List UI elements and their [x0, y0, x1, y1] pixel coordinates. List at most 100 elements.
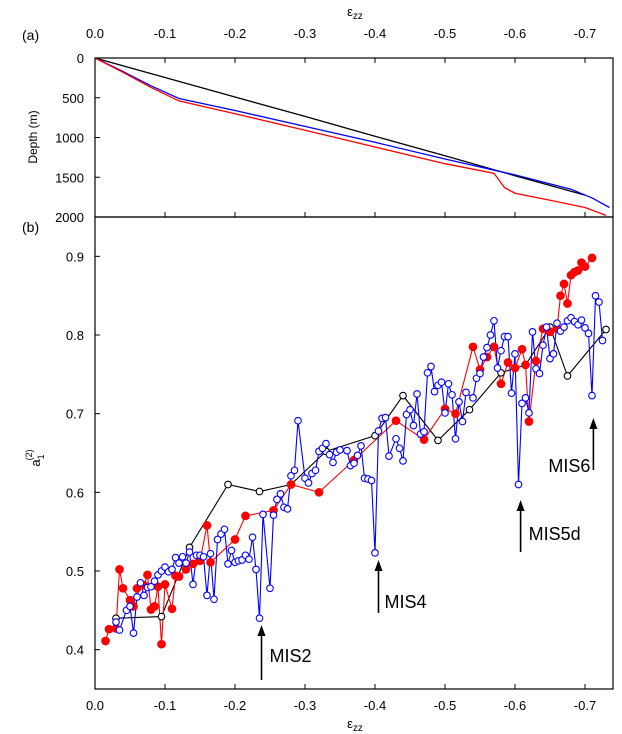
data-point	[458, 417, 467, 426]
top-x-tick-label: -0.4	[364, 26, 386, 41]
data-point	[311, 466, 320, 475]
data-point	[174, 572, 184, 581]
data-point	[441, 409, 449, 417]
data-point	[206, 549, 215, 558]
data-point	[343, 446, 351, 455]
data-point	[560, 323, 568, 331]
data-point	[255, 614, 264, 623]
data-point	[371, 549, 379, 557]
depth-series-line-2	[94, 57, 607, 217]
data-point	[287, 471, 295, 480]
data-point	[118, 583, 128, 593]
data-point	[290, 466, 299, 475]
data-point	[322, 439, 330, 448]
data-point	[531, 356, 541, 366]
fabric-y-tick-label: 0.4	[66, 643, 84, 658]
bottom-x-tick-label: -0.2	[224, 698, 246, 713]
data-point	[157, 639, 166, 649]
annotation-label: MIS6	[548, 456, 590, 476]
bottom-x-tick-label: -0.4	[364, 698, 386, 713]
data-point	[489, 342, 499, 352]
data-point	[497, 346, 505, 355]
data-point	[385, 452, 393, 460]
data-point	[444, 379, 453, 388]
data-point	[167, 604, 177, 614]
data-point	[511, 350, 519, 358]
data-point	[573, 266, 583, 275]
data-point	[132, 583, 142, 593]
data-point	[486, 331, 495, 339]
data-point	[577, 316, 586, 324]
data-point	[150, 602, 159, 611]
data-point	[133, 593, 141, 601]
data-point	[202, 521, 212, 530]
data-point	[521, 394, 530, 402]
data-point	[189, 580, 197, 589]
data-point	[479, 353, 488, 361]
data-point	[115, 565, 124, 574]
fabric-plot-frame	[94, 216, 614, 690]
fabric-y-tick-label: 0.9	[66, 249, 84, 264]
data-point	[493, 364, 502, 372]
data-point	[213, 535, 222, 544]
data-point	[357, 442, 365, 450]
fabric-series-line-2	[115, 293, 604, 634]
data-point	[419, 435, 429, 444]
data-point	[588, 391, 596, 400]
data-point	[468, 342, 478, 352]
data-point	[423, 368, 432, 377]
data-point	[230, 535, 240, 544]
top-x-tick-label: -0.7	[574, 26, 596, 41]
data-point	[273, 495, 281, 504]
data-point	[437, 378, 446, 387]
annotation-label: MIS4	[385, 592, 427, 612]
data-point	[283, 505, 292, 513]
data-point	[434, 436, 442, 445]
data-point	[252, 565, 260, 574]
data-point	[451, 434, 460, 443]
data-point	[101, 636, 110, 646]
data-point	[248, 533, 257, 542]
data-point	[591, 291, 600, 300]
data-point	[210, 595, 218, 604]
data-point	[160, 580, 170, 589]
depth-y-tick-label: 1000	[55, 131, 84, 146]
fabric-panel: 0.0 -0.1 -0.2 -0.3 -0.4 -0.5 -0.6 -0.7 0.4 0.5 0.6…	[66, 216, 614, 713]
top-axis-label: εzz	[347, 4, 363, 22]
data-point	[524, 417, 534, 426]
data-point	[598, 336, 607, 345]
data-point	[245, 555, 253, 564]
data-point	[241, 511, 250, 521]
annotation-arrow-head	[516, 500, 525, 511]
data-point	[314, 487, 324, 497]
data-point	[581, 324, 589, 332]
data-point	[525, 409, 533, 417]
data-point	[381, 413, 390, 422]
data-point	[455, 398, 463, 406]
data-point	[510, 363, 520, 373]
data-point	[430, 387, 439, 396]
data-point	[276, 490, 285, 498]
a12-axis-label: a1(2)	[24, 449, 46, 466]
data-point	[420, 427, 428, 436]
annotation-arrow-head	[374, 560, 383, 571]
depth-axis-label: Depth (m)	[26, 110, 40, 163]
data-point	[140, 591, 148, 600]
top-x-tick-label: -0.6	[504, 26, 526, 41]
depth-y-tick-label: 500	[62, 91, 84, 106]
data-point	[469, 394, 477, 402]
fabric-series-line-0	[115, 325, 607, 619]
data-point	[367, 476, 376, 485]
annotation-arrow-head	[589, 418, 598, 429]
data-point	[304, 479, 313, 487]
data-point	[556, 291, 565, 301]
data-point	[374, 427, 383, 435]
data-point	[188, 559, 198, 569]
bottom-x-tick-label: -0.6	[504, 698, 526, 713]
data-point	[476, 369, 484, 378]
data-point	[584, 329, 593, 338]
data-point	[580, 262, 590, 271]
data-point	[465, 405, 474, 414]
data-point	[563, 372, 572, 380]
